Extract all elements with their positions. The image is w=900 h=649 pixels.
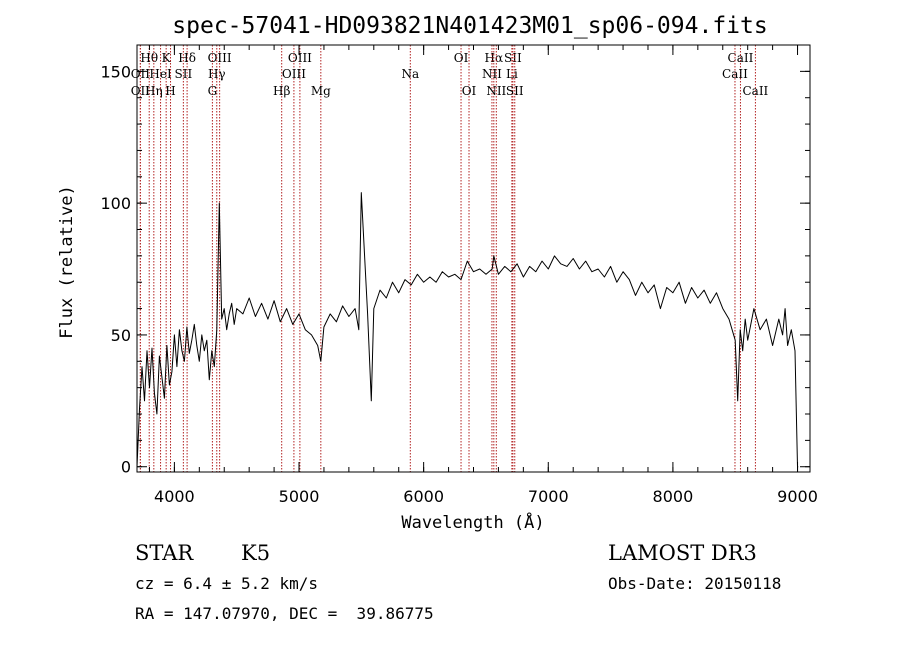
line-marker-label-3: K [162,51,172,65]
line-marker-label-8: H [165,84,175,98]
line-marker-label-7: Hη [145,84,163,98]
observation-date: Obs-Date: 20150118 [608,574,782,593]
line-marker-label-25: CaII [728,51,754,65]
line-marker-label-16: Na [401,67,419,81]
y-tick-label: 100 [100,194,131,213]
line-marker-label-27: CaII [742,84,768,98]
line-marker-label-15: Mg [311,84,331,98]
chart-title: spec-57041-HD093821N401423M01_sp06-094.f… [172,13,767,39]
x-tick-label: 8000 [653,487,694,506]
line-marker-label-24: SII [506,84,524,98]
line-marker-label-22: Li [506,67,518,81]
y-tick-label: 0 [121,458,131,477]
x-tick-label: 9000 [777,487,818,506]
line-marker-label-12: OIII [288,51,312,65]
y-tick-label: 150 [100,62,131,81]
survey-name: LAMOST DR3 [608,541,757,565]
line-marker-label-19: Hα [485,51,504,65]
line-marker-label-23: NII [486,84,506,98]
line-marker-label-9: OIII [208,51,232,65]
x-axis-label: Wavelength (Å) [401,511,544,533]
line-marker-label-18: OI [462,84,477,98]
x-tick-label: 6000 [403,487,444,506]
object-type: STAR [135,541,194,565]
line-marker-label-10: Hγ [208,67,226,81]
line-marker-label-20: SII [504,51,522,65]
x-tick-label: 5000 [279,487,320,506]
x-tick-label: 4000 [154,487,195,506]
line-marker-label-11: G [208,84,218,98]
line-marker-label-2: OII [131,84,151,98]
line-marker-label-14: Hβ [273,84,290,98]
line-marker-label-0: Hθ [140,51,158,65]
line-marker-label-6: SII [175,67,193,81]
line-marker-label-1: OII [131,67,151,81]
plot-axes: 4000 5000 6000 7000 8000 9000 0 50 100 150 [100,44,818,506]
spectral-subclass: K5 [241,541,271,565]
line-marker-label-5: HeI [149,67,172,81]
line-marker-label-26: CaII [722,67,748,81]
redshift-cz: cz = 6.4 ± 5.2 km/s [135,574,319,593]
line-marker-label-21: NII [482,67,502,81]
series-line-0 [136,192,799,468]
line-marker-label-17: OI [454,51,469,65]
x-tick-label: 7000 [528,487,569,506]
line-marker-label-13: OIII [282,67,306,81]
spectrum-plot [136,192,799,468]
y-tick-label: 50 [111,326,131,345]
y-axis-label: Flux (relative) [57,185,77,339]
plot-frame [136,44,811,473]
coordinates: RA = 147.07970, DEC = 39.86775 [135,604,434,623]
line-marker-label-4: Hδ [178,51,196,65]
